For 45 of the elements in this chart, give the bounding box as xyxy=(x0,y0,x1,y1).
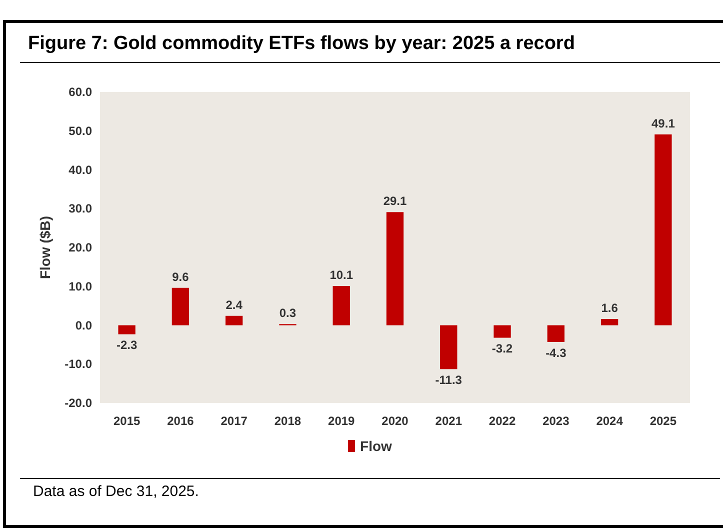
chart-title: Figure 7: Gold commodity ETFs flows by year: 2025 a record xyxy=(28,33,575,55)
bar xyxy=(226,316,243,326)
text: -2.3 xyxy=(116,338,138,352)
text: 0.3 xyxy=(279,306,296,320)
bar xyxy=(440,325,458,370)
bar xyxy=(494,325,511,338)
y-tick-label: 10.0 xyxy=(68,279,92,294)
legend-label: Flow xyxy=(360,438,392,454)
x-tick-label: 2021 xyxy=(435,414,462,428)
x-tick-label: 2025 xyxy=(650,414,677,428)
text: -11.3 xyxy=(435,373,462,388)
bar xyxy=(332,286,350,326)
x-tick-label: 2020 xyxy=(382,414,409,428)
x-tick-label: 2016 xyxy=(167,414,194,428)
y-tick-label: 30.0 xyxy=(68,202,92,216)
x-tick-label: 2017 xyxy=(220,414,248,428)
y-tick-label: 0.0 xyxy=(75,318,92,332)
text: -3.2 xyxy=(492,342,513,356)
bar xyxy=(118,325,136,334)
x-tick-label: 2018 xyxy=(274,414,302,428)
y-tick-label: 60.0 xyxy=(68,85,92,99)
bar xyxy=(654,134,672,326)
bar xyxy=(386,212,404,326)
y-tick-label: 20.0 xyxy=(68,240,92,254)
y-tick-label: 40.0 xyxy=(68,162,92,177)
x-tick-label: 2015 xyxy=(113,414,140,428)
bar xyxy=(600,319,618,326)
x-tick-label: 2023 xyxy=(542,414,570,428)
text: 2.4 xyxy=(226,298,242,312)
text: 1.6 xyxy=(601,301,618,316)
x-tick-label: 2022 xyxy=(488,414,516,428)
text: 29.1 xyxy=(383,194,407,208)
y-tick-label: -10.0 xyxy=(64,357,92,372)
text: -4.3 xyxy=(546,346,566,360)
x-tick-label: 2024 xyxy=(596,414,624,428)
text: Data as of Dec 31, 2025. xyxy=(33,483,199,500)
text: 49.1 xyxy=(652,116,675,130)
y-axis-title: Flow ($B) xyxy=(37,216,53,279)
bar xyxy=(172,288,190,326)
text: 10.1 xyxy=(330,268,354,282)
bar xyxy=(547,325,564,342)
y-tick-label: -20.0 xyxy=(64,396,92,410)
y-tick-label: 50.0 xyxy=(68,124,92,138)
text: 9.6 xyxy=(172,270,189,284)
x-tick-label: 2019 xyxy=(328,414,356,428)
